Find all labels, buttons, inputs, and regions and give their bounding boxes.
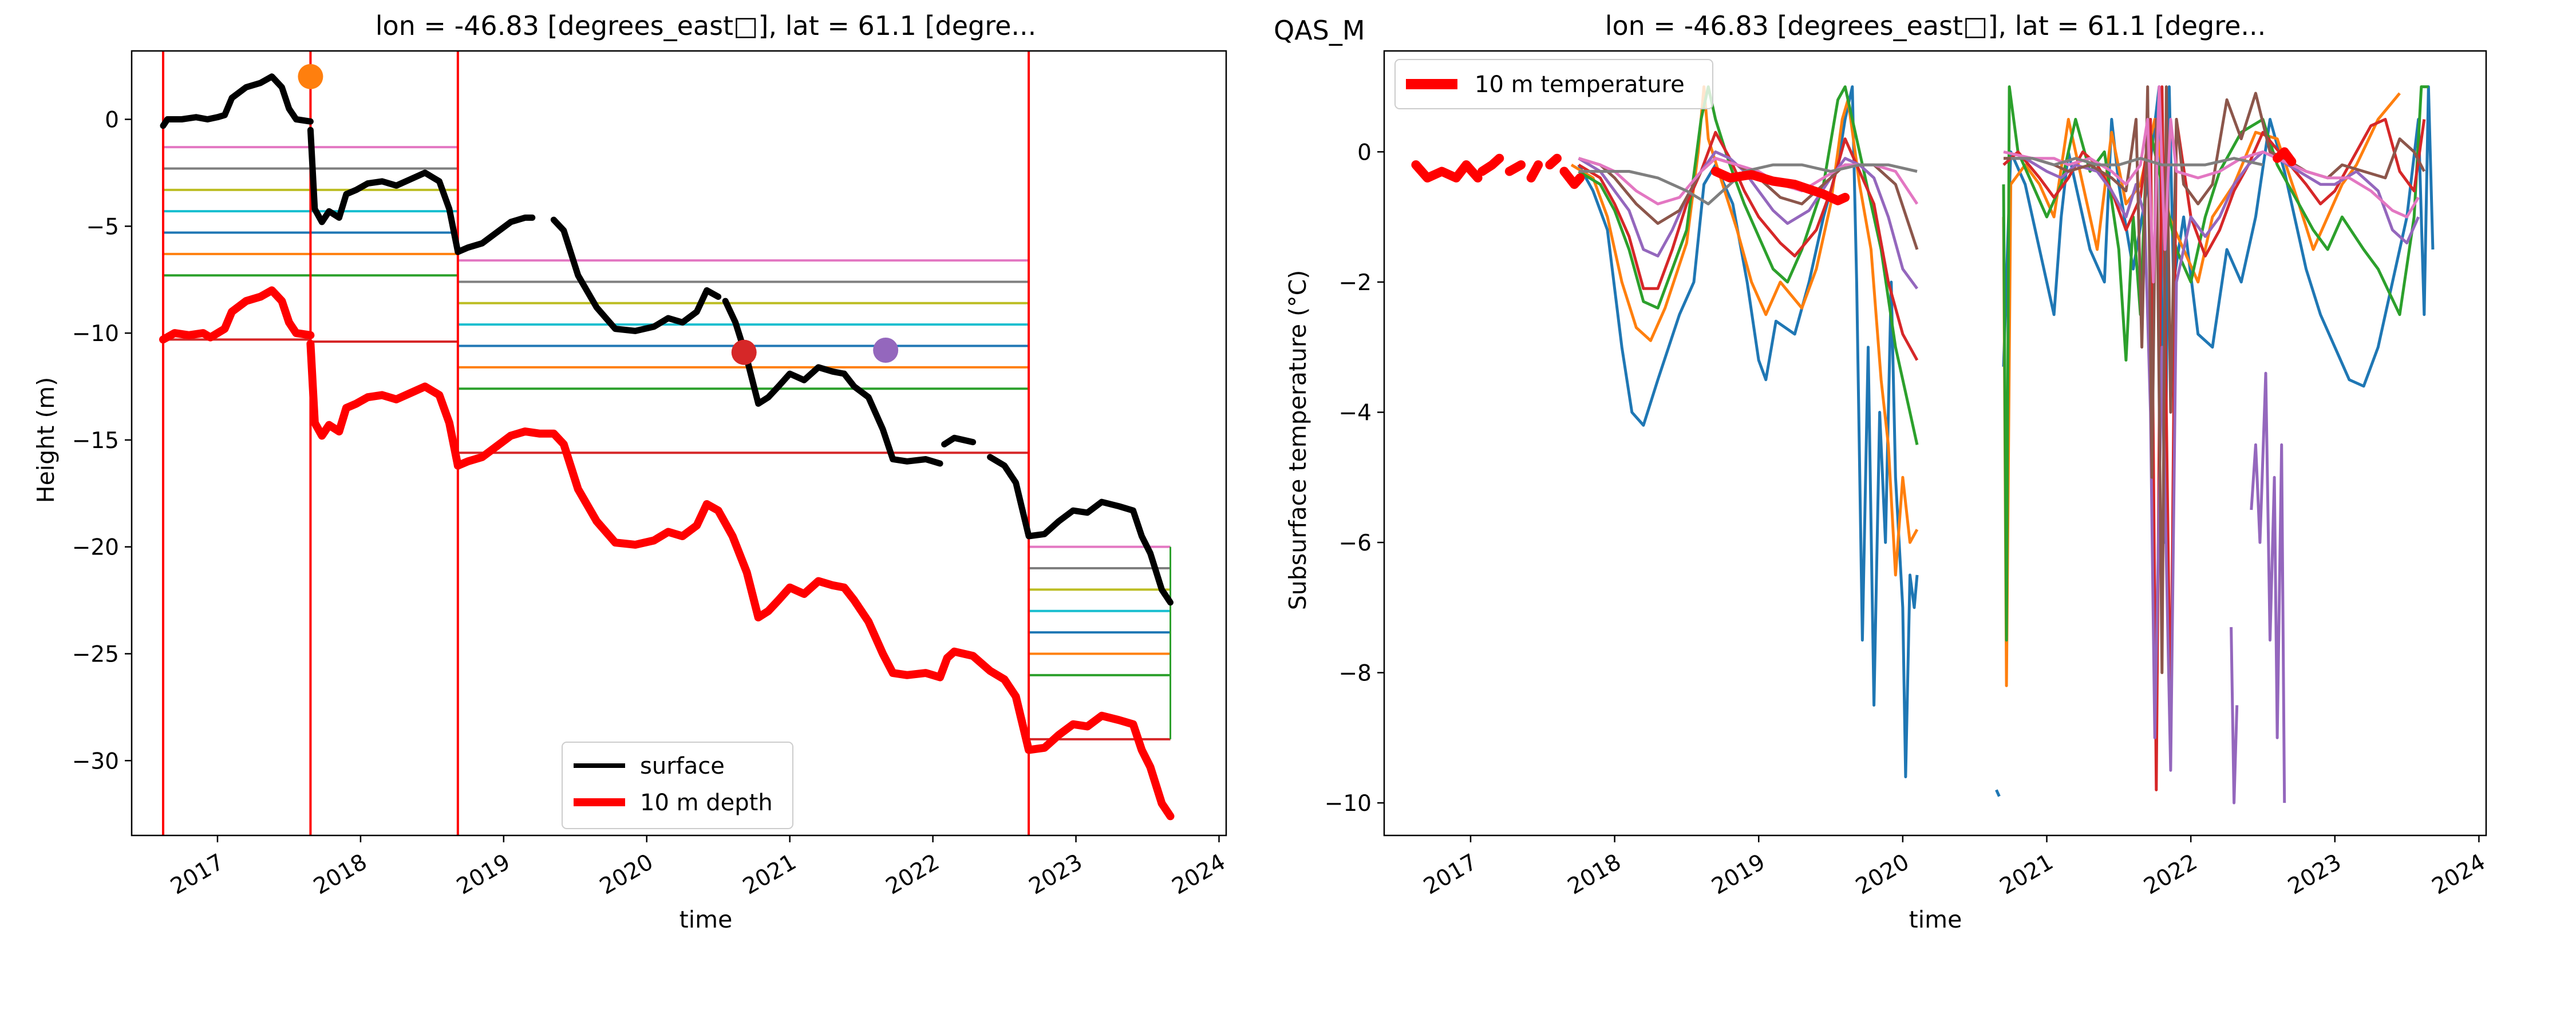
surface-line xyxy=(841,370,943,467)
right-10m-temperature-series xyxy=(1411,147,2297,205)
left-sensor-steps xyxy=(163,146,1172,740)
right-ytick-label: −2 xyxy=(1339,270,1372,296)
left-depth-series xyxy=(159,286,1175,821)
right-ytick-label: −10 xyxy=(1325,791,1372,817)
left-surface-series xyxy=(160,73,1174,606)
left-ytick-label: 0 xyxy=(105,108,119,133)
marker-point xyxy=(873,337,899,363)
right-ytick-label: 0 xyxy=(1357,140,1372,165)
legend-label-10m-temperature: 10 m temperature xyxy=(1475,72,1685,98)
surface-line xyxy=(941,434,977,447)
sensor-temperature-line xyxy=(2230,627,2239,805)
ten-m-temperature-line xyxy=(1411,160,1483,183)
left-y-axis-ticks: 0 −5 −10 −15 −20 −25 −30 xyxy=(72,108,132,774)
right-sensor-series xyxy=(1570,85,2435,805)
sensor-temperature-line xyxy=(2004,150,2420,772)
marker-point xyxy=(731,339,757,365)
depth-10m-line xyxy=(306,339,462,470)
ten-m-temperature-line xyxy=(1710,167,1850,205)
left-chart-title: lon = -46.83 [degrees_east□], lat = 61.1… xyxy=(376,10,1037,41)
marker-point xyxy=(298,64,323,89)
left-ytick-label: −10 xyxy=(72,321,119,347)
legend-label-surface: surface xyxy=(640,753,725,779)
sensor-temperature-line xyxy=(1578,130,1919,361)
sensor-temperature-line xyxy=(2002,85,2435,544)
ten-m-temperature-line xyxy=(1504,160,1526,176)
figure-suptitle: QAS_M xyxy=(1274,15,1365,46)
surface-line xyxy=(550,216,722,334)
left-plot-clip-group xyxy=(159,51,1175,835)
right-ytick-label: −4 xyxy=(1339,400,1372,426)
left-ytick-label: −15 xyxy=(72,428,119,454)
right-x-axis-label: time xyxy=(1909,906,1962,933)
ten-m-temperature-line xyxy=(1477,153,1504,176)
depth-10m-line xyxy=(453,427,1175,821)
left-markers xyxy=(298,64,899,365)
sensor-temperature-line xyxy=(1995,789,2001,797)
left-y-axis-label: Height (m) xyxy=(32,377,60,504)
left-axes-frame xyxy=(131,50,1227,837)
ten-m-temperature-line xyxy=(2273,147,2297,167)
right-plot-clip-group xyxy=(1411,85,2435,805)
surface-line xyxy=(307,126,461,255)
left-ytick-label: −5 xyxy=(86,214,120,240)
ten-m-temperature-line xyxy=(1559,167,1585,189)
sensor-temperature-line xyxy=(2003,85,2420,284)
ten-m-temperature-line xyxy=(1526,160,1543,183)
right-legend-box xyxy=(1394,59,1713,109)
surface-line xyxy=(987,454,1174,606)
sensor-temperature-line xyxy=(2250,371,2286,803)
sensor-temperature-line xyxy=(2004,85,2426,675)
right-ytick-label: −8 xyxy=(1339,661,1372,687)
sensor-temperature-line xyxy=(2010,157,2263,167)
right-y-axis-label: Subsurface temperature (°C) xyxy=(1284,270,1311,610)
right-legend: 10 m temperature xyxy=(1394,59,1713,109)
right-ytick-label: −6 xyxy=(1339,530,1372,556)
right-chart-title: lon = -46.83 [degrees_east□], lat = 61.1… xyxy=(1605,10,2266,41)
sensor-temperature-line xyxy=(1577,85,1919,779)
surface-line xyxy=(160,73,314,129)
surface-line xyxy=(455,214,536,255)
right-y-axis-ticks: 0 −2 −4 −6 −8 −10 xyxy=(1325,140,1384,817)
left-ytick-label: −20 xyxy=(72,535,119,561)
right-axes-frame xyxy=(1383,50,2487,837)
sensor-temperature-line xyxy=(1570,85,1919,577)
sensor-temperature-line xyxy=(1578,85,1919,445)
left-ytick-label: −25 xyxy=(72,641,119,667)
ten-m-temperature-line xyxy=(1545,153,1562,170)
depth-10m-line xyxy=(159,286,315,344)
left-x-axis-label: time xyxy=(679,906,733,933)
legend-label-depth: 10 m depth xyxy=(640,790,773,816)
left-legend: surface 10 m depth xyxy=(562,742,793,829)
left-chart: lon = -46.83 [degrees_east□], lat = 61.1… xyxy=(32,10,1230,933)
left-ytick-label: −30 xyxy=(72,748,119,774)
